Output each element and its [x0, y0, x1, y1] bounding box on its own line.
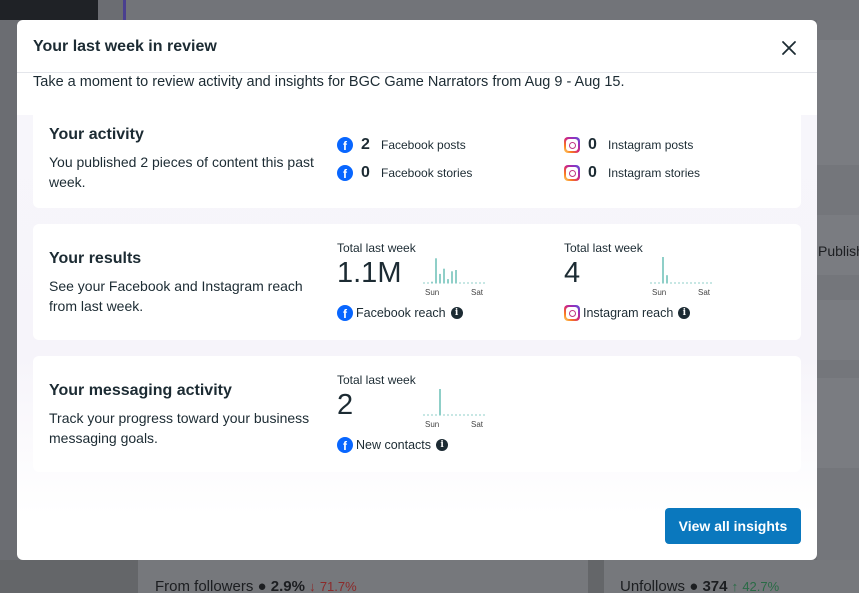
- background-unfollows-card: [604, 560, 859, 593]
- background-top-strip: [123, 0, 859, 20]
- close-icon: [782, 41, 796, 55]
- sparkline-bar: [431, 281, 433, 283]
- arrow-up-icon: ↑: [731, 579, 739, 593]
- results-description: See your Facebook and Instagram reach fr…: [49, 278, 303, 314]
- close-button[interactable]: [777, 36, 801, 60]
- legend-label: New contacts: [356, 438, 432, 452]
- unfollows-change: 42.7%: [742, 579, 780, 593]
- background-right-card: [817, 300, 859, 360]
- facebook-icon: f: [337, 305, 353, 321]
- new-contacts-sparkline: Sun Sat: [423, 389, 485, 429]
- facebook-icon: f: [337, 137, 353, 153]
- background-followers-stat: From followers ● 2.9% ↓ 71.7%: [155, 578, 357, 593]
- instagram-reach-sparkline: Sun Sat: [650, 257, 712, 297]
- sparkline-axis-end: Sat: [471, 288, 484, 297]
- stat-label: Facebook stories: [381, 166, 473, 180]
- sparkline-axis-start: Sun: [425, 420, 439, 429]
- new-contacts-legend: f New contacts i: [337, 437, 449, 453]
- info-icon: ●: [257, 578, 267, 593]
- sparkline-bar: [435, 258, 437, 283]
- background-publish-label: Publish: [818, 243, 859, 259]
- facebook-reach-legend: f Facebook reach i: [337, 305, 463, 321]
- stat-value: 2: [361, 136, 370, 153]
- results-card: Your results See your Facebook and Insta…: [33, 224, 801, 340]
- legend-label: Instagram reach: [583, 306, 674, 320]
- unfollows-label: Unfollows: [620, 578, 686, 593]
- stat-value: 0: [361, 164, 370, 181]
- new-contacts-value: 2: [337, 389, 354, 421]
- background-followers-card: [138, 560, 588, 593]
- info-icon[interactable]: i: [450, 307, 463, 319]
- results-title: Your results: [49, 250, 142, 267]
- instagram-reach-value: 4: [564, 257, 581, 289]
- unfollows-value: 374: [702, 578, 728, 593]
- stat-instagram-posts: 0 Instagram posts: [564, 136, 693, 154]
- sparkline-bar: [447, 279, 449, 283]
- header-divider: [17, 72, 817, 73]
- sparkline-bar: [451, 271, 453, 283]
- instagram-reach-legend: Instagram reach i: [564, 305, 691, 321]
- new-contacts-metric: Total last week 2 Sun Sat f New contacts …: [337, 373, 537, 463]
- total-label: Total last week: [337, 373, 416, 387]
- total-label: Total last week: [337, 241, 416, 255]
- background-right-card: [817, 215, 859, 275]
- legend-label: Facebook reach: [356, 306, 446, 320]
- sparkline-bar: [439, 389, 441, 415]
- stat-instagram-stories: 0 Instagram stories: [564, 164, 700, 182]
- view-all-insights-button[interactable]: View all insights: [665, 508, 801, 544]
- messaging-title: Your messaging activity: [49, 382, 232, 399]
- instagram-icon: [564, 165, 580, 181]
- sparkline-bar: [439, 273, 441, 283]
- stat-label: Instagram stories: [608, 166, 701, 180]
- facebook-reach-sparkline: Sun Sat: [423, 258, 485, 297]
- weekly-review-modal: Your last week in review Take a moment t…: [17, 20, 817, 560]
- from-followers-change: 71.7%: [319, 579, 357, 593]
- facebook-reach-value: 1.1M: [337, 257, 402, 289]
- instagram-reach-metric: Total last week 4 Sun Sat Instagram reach…: [564, 241, 764, 331]
- info-icon[interactable]: i: [678, 307, 691, 319]
- stat-facebook-stories: f 0 Facebook stories: [337, 164, 472, 182]
- background-right-card: [817, 378, 859, 468]
- stat-label: Facebook posts: [381, 138, 466, 152]
- activity-title: Your activity: [49, 126, 144, 143]
- stat-value: 0: [588, 164, 597, 181]
- sidebar-background: [0, 0, 98, 20]
- modal-title: Your last week in review: [33, 38, 217, 55]
- info-icon: ●: [689, 578, 699, 593]
- sparkline-axis-end: Sat: [698, 288, 711, 297]
- facebook-icon: f: [337, 165, 353, 181]
- sparkline-bar: [666, 275, 668, 283]
- sparkline-bar: [662, 257, 664, 283]
- background-right-card: [817, 40, 859, 165]
- facebook-icon: f: [337, 437, 353, 453]
- background-unfollows-stat: Unfollows ● 374 ↑ 42.7%: [620, 578, 779, 593]
- from-followers-value: 2.9%: [270, 578, 305, 593]
- sparkline-axis-end: Sat: [471, 420, 484, 429]
- messaging-card: Your messaging activity Track your progr…: [33, 356, 801, 472]
- arrow-down-icon: ↓: [309, 579, 316, 593]
- modal-subtitle: Take a moment to review activity and ins…: [33, 74, 625, 90]
- sparkline-axis-start: Sun: [425, 288, 439, 297]
- info-icon[interactable]: i: [436, 439, 449, 451]
- sparkline-bar: [455, 270, 457, 283]
- instagram-icon: [564, 305, 580, 321]
- from-followers-label: From followers: [155, 578, 254, 593]
- activity-card: Your activity You published 2 pieces of …: [33, 108, 801, 208]
- stat-facebook-posts: f 2 Facebook posts: [337, 136, 466, 154]
- sparkline-bar: [443, 268, 445, 283]
- instagram-icon: [564, 137, 580, 153]
- stat-value: 0: [588, 136, 597, 153]
- total-label: Total last week: [564, 241, 643, 255]
- activity-description: You published 2 pieces of content this p…: [49, 154, 314, 190]
- sparkline-axis-start: Sun: [652, 288, 666, 297]
- facebook-reach-metric: Total last week 1.1M Sun Sat f Facebook r…: [337, 241, 537, 331]
- stat-label: Instagram posts: [608, 138, 694, 152]
- messaging-description: Track your progress toward your business…: [49, 410, 310, 446]
